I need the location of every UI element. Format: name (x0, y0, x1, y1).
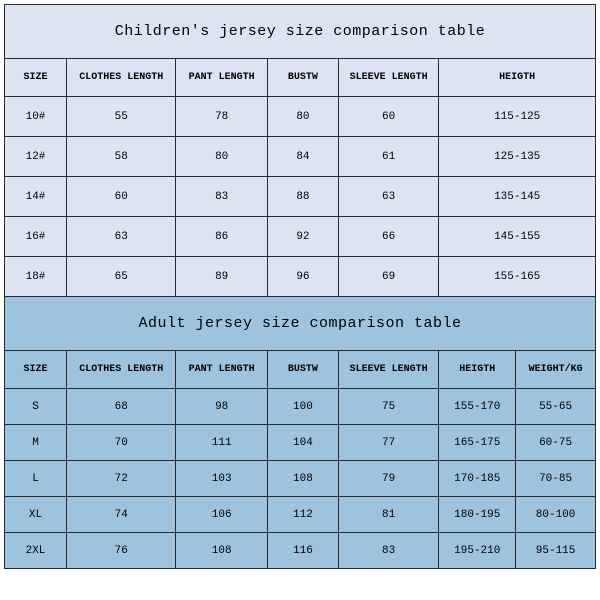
adult-table: Adult jersey size comparison table SIZE … (4, 296, 596, 569)
table-row: L 72 103 108 79 170-185 70-85 (5, 461, 596, 497)
cell: 77 (338, 425, 438, 461)
cell: XL (5, 497, 67, 533)
cell: 100 (267, 389, 338, 425)
cell: 68 (67, 389, 176, 425)
cell: 70-85 (516, 461, 596, 497)
col-pant: PANT LENGTH (176, 351, 268, 389)
cell: 61 (338, 137, 438, 177)
cell: 88 (267, 177, 338, 217)
cell: 55 (67, 97, 176, 137)
children-table: Children's jersey size comparison table … (4, 4, 596, 297)
cell: 86 (176, 217, 268, 257)
cell: 170-185 (439, 461, 516, 497)
table-row: 16# 63 86 92 66 145-155 (5, 217, 596, 257)
cell: 89 (176, 257, 268, 297)
table-row: 2XL 76 108 116 83 195-210 95-115 (5, 533, 596, 569)
cell: 75 (338, 389, 438, 425)
children-header-row: SIZE CLOTHES LENGTH PANT LENGTH BUSTW SL… (5, 59, 596, 97)
table-row: 18# 65 89 96 69 155-165 (5, 257, 596, 297)
cell: 155-165 (439, 257, 596, 297)
adult-title-row: Adult jersey size comparison table (5, 297, 596, 351)
col-sleeve: SLEEVE LENGTH (338, 59, 438, 97)
cell: 79 (338, 461, 438, 497)
cell: 95-115 (516, 533, 596, 569)
cell: 80 (176, 137, 268, 177)
cell: 63 (67, 217, 176, 257)
cell: 60 (338, 97, 438, 137)
cell: 80 (267, 97, 338, 137)
col-pant: PANT LENGTH (176, 59, 268, 97)
cell: 63 (338, 177, 438, 217)
cell: 55-65 (516, 389, 596, 425)
cell: 83 (176, 177, 268, 217)
col-height: HEIGTH (439, 351, 516, 389)
cell: 10# (5, 97, 67, 137)
col-weight: WEIGHT/KG (516, 351, 596, 389)
cell: 108 (267, 461, 338, 497)
cell: 76 (67, 533, 176, 569)
cell: M (5, 425, 67, 461)
col-clothes: CLOTHES LENGTH (67, 351, 176, 389)
cell: 60 (67, 177, 176, 217)
cell: 72 (67, 461, 176, 497)
table-row: XL 74 106 112 81 180-195 80-100 (5, 497, 596, 533)
col-height: HEIGTH (439, 59, 596, 97)
cell: 145-155 (439, 217, 596, 257)
cell: 106 (176, 497, 268, 533)
table-row: 14# 60 83 88 63 135-145 (5, 177, 596, 217)
cell: 103 (176, 461, 268, 497)
cell: 125-135 (439, 137, 596, 177)
cell: 66 (338, 217, 438, 257)
cell: 180-195 (439, 497, 516, 533)
col-bust: BUSTW (267, 59, 338, 97)
cell: 92 (267, 217, 338, 257)
cell: 135-145 (439, 177, 596, 217)
cell: 155-170 (439, 389, 516, 425)
cell: 60-75 (516, 425, 596, 461)
col-size: SIZE (5, 59, 67, 97)
cell: 165-175 (439, 425, 516, 461)
cell: S (5, 389, 67, 425)
cell: 74 (67, 497, 176, 533)
table-row: M 70 111 104 77 165-175 60-75 (5, 425, 596, 461)
col-clothes: CLOTHES LENGTH (67, 59, 176, 97)
children-title: Children's jersey size comparison table (5, 5, 596, 59)
table-row: S 68 98 100 75 155-170 55-65 (5, 389, 596, 425)
children-title-row: Children's jersey size comparison table (5, 5, 596, 59)
cell: 12# (5, 137, 67, 177)
size-tables-wrap: Children's jersey size comparison table … (0, 0, 600, 573)
cell: 69 (338, 257, 438, 297)
cell: 16# (5, 217, 67, 257)
cell: 84 (267, 137, 338, 177)
cell: 104 (267, 425, 338, 461)
cell: 115-125 (439, 97, 596, 137)
col-bust: BUSTW (267, 351, 338, 389)
cell: L (5, 461, 67, 497)
col-sleeve: SLEEVE LENGTH (338, 351, 438, 389)
cell: 70 (67, 425, 176, 461)
table-row: 12# 58 80 84 61 125-135 (5, 137, 596, 177)
adult-title: Adult jersey size comparison table (5, 297, 596, 351)
cell: 58 (67, 137, 176, 177)
col-size: SIZE (5, 351, 67, 389)
cell: 78 (176, 97, 268, 137)
cell: 116 (267, 533, 338, 569)
cell: 111 (176, 425, 268, 461)
cell: 83 (338, 533, 438, 569)
table-row: 10# 55 78 80 60 115-125 (5, 97, 596, 137)
cell: 98 (176, 389, 268, 425)
cell: 14# (5, 177, 67, 217)
cell: 2XL (5, 533, 67, 569)
adult-header-row: SIZE CLOTHES LENGTH PANT LENGTH BUSTW SL… (5, 351, 596, 389)
cell: 108 (176, 533, 268, 569)
cell: 112 (267, 497, 338, 533)
cell: 65 (67, 257, 176, 297)
cell: 195-210 (439, 533, 516, 569)
cell: 80-100 (516, 497, 596, 533)
cell: 18# (5, 257, 67, 297)
cell: 81 (338, 497, 438, 533)
cell: 96 (267, 257, 338, 297)
